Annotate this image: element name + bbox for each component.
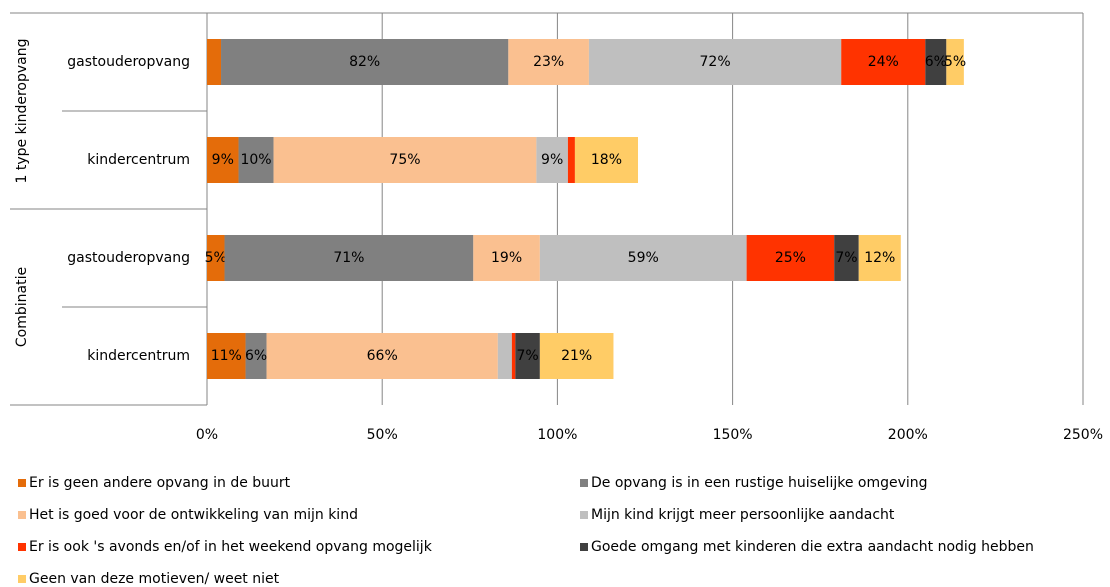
- value-label: 72%: [700, 54, 731, 70]
- y-tick-label: gastouderopvang: [67, 250, 190, 266]
- bar-segment: [238, 137, 274, 183]
- y-tick-label: gastouderopvang: [67, 54, 190, 70]
- legend-label: Het is goed voor de ontwikkeling van mij…: [29, 507, 358, 523]
- value-label: 9%: [212, 152, 234, 168]
- bar-segment: [473, 235, 540, 281]
- bar-segment: [925, 39, 947, 85]
- value-label: 7%: [517, 348, 539, 364]
- x-tick-label: 200%: [888, 427, 928, 443]
- legend-label: Mijn kind krijgt meer persoonlijke aanda…: [591, 507, 895, 523]
- bar-segment: [273, 137, 537, 183]
- bar-segment: [207, 235, 225, 281]
- value-label: 66%: [367, 348, 398, 364]
- x-tick-label: 100%: [537, 427, 577, 443]
- bar-segment: [539, 235, 747, 281]
- value-label: 21%: [561, 348, 592, 364]
- group-label: 1 type kinderopvang: [14, 39, 30, 184]
- x-tick-label: 0%: [196, 427, 218, 443]
- bar-segment: [221, 39, 509, 85]
- bar-segment: [245, 333, 267, 379]
- value-label: 12%: [864, 250, 895, 266]
- legend-label: De opvang is in een rustige huiselijke o…: [591, 475, 928, 491]
- bar-segment: [588, 39, 842, 85]
- value-label: 24%: [868, 54, 899, 70]
- value-label: 23%: [533, 54, 564, 70]
- bar-segment: [207, 333, 246, 379]
- bar-segment: [858, 235, 901, 281]
- legend-label: Er is geen andere opvang in de buurt: [29, 475, 291, 491]
- bar-segment: [515, 333, 540, 379]
- x-tick-label: 50%: [367, 427, 398, 443]
- bar-segment: [746, 235, 835, 281]
- legend-swatch: [580, 479, 588, 487]
- bar-segment: [497, 333, 512, 379]
- value-label: 11%: [211, 348, 242, 364]
- value-label: 10%: [240, 152, 271, 168]
- bar-segment: [508, 39, 589, 85]
- value-label: 6%: [245, 348, 267, 364]
- bar-segment: [266, 333, 498, 379]
- legend-label: Er is ook 's avonds en/of in het weekend…: [29, 539, 433, 555]
- x-tick-label: 250%: [1063, 427, 1103, 443]
- bar-segment: [539, 333, 614, 379]
- legend-swatch: [580, 511, 588, 519]
- value-label: 5%: [944, 54, 966, 70]
- bar-segment: [536, 137, 568, 183]
- bar-segment: [574, 137, 638, 183]
- legend-swatch: [18, 479, 26, 487]
- legend-swatch: [580, 543, 588, 551]
- bar-segment: [946, 39, 964, 85]
- legend-swatch: [18, 543, 26, 551]
- value-label: 5%: [205, 250, 227, 266]
- legend-label: Geen van deze motieven/ weet niet: [29, 571, 280, 587]
- value-label: 7%: [835, 250, 857, 266]
- value-label: 25%: [775, 250, 806, 266]
- bar-segment: [207, 137, 239, 183]
- legend-swatch: [18, 575, 26, 583]
- value-label: 82%: [349, 54, 380, 70]
- value-label: 18%: [591, 152, 622, 168]
- value-label: 6%: [925, 54, 947, 70]
- bar-segment: [224, 235, 474, 281]
- value-label: 75%: [389, 152, 420, 168]
- legend-label: Goede omgang met kinderen die extra aand…: [591, 539, 1034, 555]
- x-tick-label: 150%: [713, 427, 753, 443]
- value-label: 19%: [491, 250, 522, 266]
- value-label: 71%: [333, 250, 364, 266]
- bar-segment: [567, 137, 575, 183]
- bar-segment: [834, 235, 859, 281]
- group-label: Combinatie: [14, 267, 30, 347]
- y-tick-label: kindercentrum: [87, 348, 190, 364]
- value-label: 9%: [541, 152, 563, 168]
- y-tick-label: kindercentrum: [87, 152, 190, 168]
- bar-segment: [841, 39, 926, 85]
- value-label: 59%: [628, 250, 659, 266]
- bar-segment: [511, 333, 516, 379]
- legend-swatch: [18, 511, 26, 519]
- bar-segment: [207, 39, 222, 85]
